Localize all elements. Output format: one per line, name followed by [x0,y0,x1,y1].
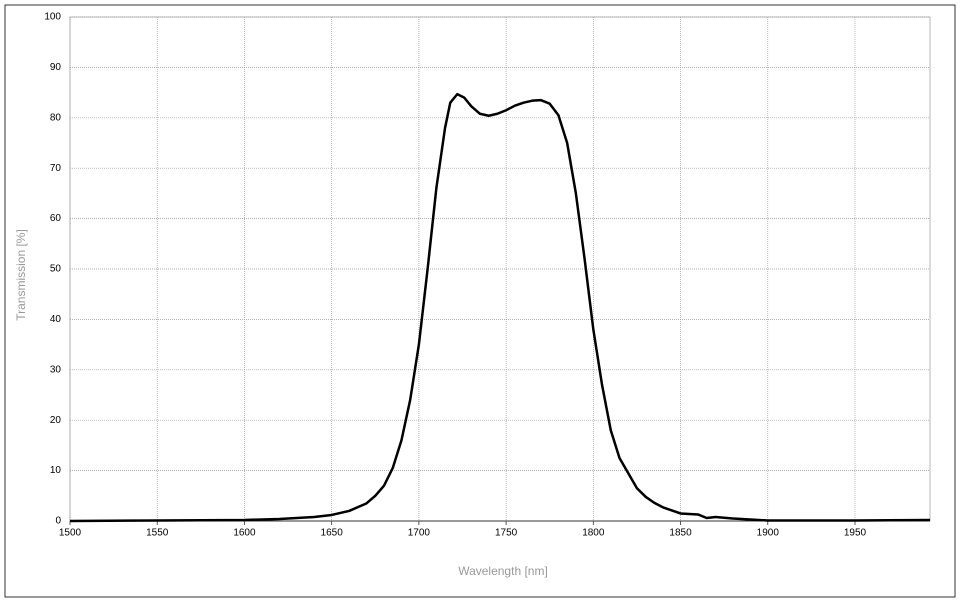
x-tick-label: 1700 [408,528,431,539]
x-tick-label: 1850 [669,528,692,539]
chart-frame [4,4,956,598]
x-tick-label: 1500 [59,528,82,539]
x-tick-label: 1900 [757,528,780,539]
y-tick-label: 70 [50,163,62,174]
y-tick-label: 10 [50,465,62,476]
y-tick-label: 80 [50,112,62,123]
y-tick-label: 60 [50,213,62,224]
x-tick-label: 1650 [321,528,344,539]
y-tick-label: 20 [50,415,62,426]
y-tick-label: 50 [50,264,62,275]
x-tick-label: 1950 [844,528,867,539]
y-tick-label: 90 [50,62,62,73]
x-tick-label: 1750 [495,528,518,539]
x-axis-label: Wavelength [nm] [458,564,548,578]
y-axis-label: Transmission [%] [14,229,28,321]
y-tick-label: 0 [55,516,61,527]
x-tick-label: 1600 [233,528,256,539]
x-tick-label: 1550 [146,528,169,539]
y-tick-label: 100 [44,12,61,23]
y-tick-label: 30 [50,364,62,375]
y-tick-label: 40 [50,314,62,325]
line-series [69,92,931,523]
x-tick-label: 1800 [582,528,605,539]
